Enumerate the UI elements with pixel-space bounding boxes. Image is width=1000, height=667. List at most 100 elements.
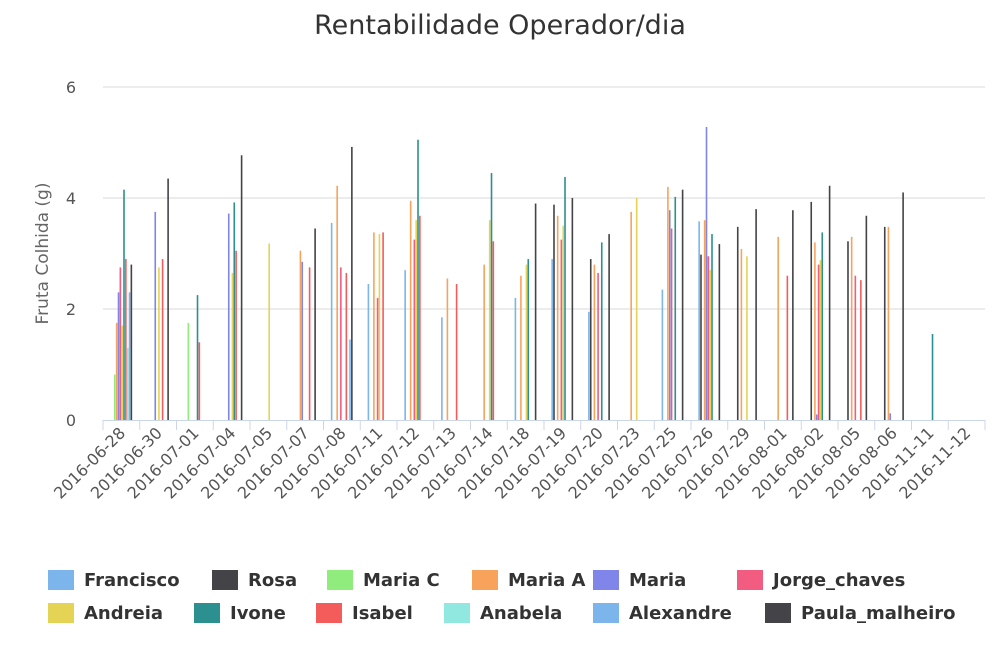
bar-paula-malheiro [718, 244, 721, 420]
legend-label: Francisco [84, 569, 180, 591]
bar-jorge-chaves [119, 267, 122, 421]
bar-rosa [589, 259, 592, 420]
bar-paula-malheiro [167, 178, 169, 420]
bar-andreia [121, 325, 123, 420]
bar-jorge-chaves [597, 272, 599, 420]
bar-isabel [382, 232, 384, 420]
legend-item-alexandre[interactable]: Alexandre [593, 602, 732, 624]
legend-item-andreia[interactable]: Andreia [48, 602, 163, 624]
y-tick-label: 2 [66, 300, 76, 319]
bar-paula-malheiro [828, 185, 831, 420]
bar-francisco [698, 221, 700, 420]
legend-item-paula-malheiro[interactable]: Paula_malheiro [765, 602, 956, 624]
bar-isabel [419, 215, 421, 420]
bar-andreia [562, 225, 564, 420]
bar-maria [889, 413, 892, 420]
bar-andreia [746, 256, 748, 420]
legend-label: Maria C [363, 569, 440, 591]
legend-swatch [316, 603, 342, 623]
bar-ivone [490, 173, 493, 420]
bar-anabela [126, 347, 129, 420]
bar-jorge-chaves [340, 267, 342, 421]
bar-maria-a [336, 185, 338, 420]
bar-francisco [367, 284, 370, 420]
bar-maria-a [520, 275, 522, 420]
legend-swatch [194, 603, 220, 623]
legend-item-isabel[interactable]: Isabel [316, 602, 413, 624]
bar-maria [668, 210, 671, 420]
bar-maria-a [409, 200, 412, 420]
y-tick-label: 6 [66, 78, 76, 97]
bar-paula-malheiro [351, 146, 353, 420]
legend-item-ivone[interactable]: Ivone [194, 602, 286, 624]
bar-ivone [931, 333, 934, 420]
bar-maria [117, 292, 120, 420]
legend-swatch [327, 570, 353, 590]
bar-maria-a [593, 264, 596, 420]
legend-label: Alexandre [629, 602, 732, 624]
bar-jorge-chaves [670, 228, 673, 420]
bar-rosa [736, 226, 739, 420]
bar-francisco [551, 259, 553, 420]
y-tick-label: 4 [66, 189, 76, 208]
legend-item-anabela[interactable]: Anabela [444, 602, 562, 624]
bar-andreia [488, 220, 491, 420]
legend-label: Rosa [248, 569, 298, 591]
bar-maria [227, 213, 230, 420]
legend-swatch [212, 570, 238, 590]
bar-isabel [860, 280, 862, 420]
bar-francisco [514, 297, 517, 420]
bar-maria-c [114, 374, 116, 420]
bar-jorge-chaves [413, 239, 416, 421]
bar-jorge-chaves [854, 275, 857, 420]
bar-ivone [821, 232, 824, 420]
legend-item-francisco[interactable]: Francisco [48, 569, 180, 591]
bar-andreia [415, 220, 417, 420]
bar-andreia [158, 267, 160, 421]
bar-francisco [441, 317, 443, 420]
bar-ivone [527, 259, 530, 420]
bar-maria-a [630, 211, 632, 421]
bar-maria-a [740, 249, 743, 420]
bar-jorge-chaves [376, 297, 379, 420]
bar-andreia [231, 272, 234, 420]
bar-maria-a [814, 242, 816, 420]
bar-jorge-chaves [707, 256, 710, 420]
legend-label: Andreia [84, 602, 164, 624]
legend-item-jorge-chaves[interactable]: Jorge_chaves [737, 569, 905, 591]
legend-item-maria-a[interactable]: Maria A [472, 569, 585, 591]
bar-alexandre [349, 339, 351, 420]
bar-maria-c [187, 322, 190, 421]
bar-maria-a [850, 236, 853, 420]
legend-swatch [737, 570, 763, 590]
y-tick-label: 0 [66, 411, 76, 430]
bar-maria-a [483, 264, 485, 420]
legend-swatch [48, 570, 74, 590]
bar-paula-malheiro [240, 155, 243, 420]
bar-maria-a [667, 186, 669, 420]
bar-andreia [709, 270, 711, 420]
bar-paula-malheiro [534, 203, 537, 420]
legend-label: Anabela [480, 602, 563, 624]
bar-maria [301, 261, 304, 420]
bar-ivone [674, 196, 677, 420]
bar-ivone [564, 176, 566, 420]
bar-francisco [404, 270, 406, 420]
bar-maria-a [556, 215, 559, 420]
legend-label: Maria A [508, 569, 586, 591]
bar-maria [815, 414, 818, 420]
legend-item-rosa[interactable]: Rosa [212, 569, 297, 591]
bar-ivone [417, 139, 419, 421]
legend-swatch [472, 570, 498, 590]
bar-maria [154, 211, 157, 421]
bar-jorge-chaves [817, 264, 820, 420]
bar-maria-a [887, 226, 890, 420]
legend-swatch [765, 603, 791, 623]
bar-rosa [700, 254, 702, 420]
bar-isabel [345, 272, 348, 420]
bar-ivone [711, 234, 713, 420]
legend-item-maria-c[interactable]: Maria C [327, 569, 440, 591]
legend-item-maria[interactable]: Maria [593, 569, 686, 591]
chart-title: Rentabilidade Operador/dia [314, 10, 686, 41]
bar-paula-malheiro [681, 189, 684, 420]
